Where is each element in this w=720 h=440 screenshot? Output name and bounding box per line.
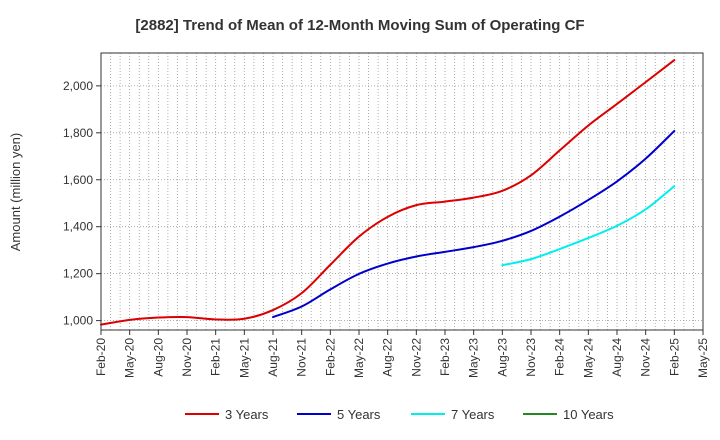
x-tick-label: Nov-20 bbox=[180, 338, 194, 377]
x-tick-label: Feb-22 bbox=[323, 338, 337, 376]
series-line-5-years bbox=[272, 129, 676, 319]
x-axis: Feb-20 May-20 Aug-20 Nov-20 Feb-21 May-21 Aug-… bbox=[94, 330, 710, 378]
x-tick-label: May-24 bbox=[581, 338, 595, 378]
x-tick-label: Nov-21 bbox=[295, 338, 309, 377]
legend-label-3-years: 3 Years bbox=[225, 407, 269, 422]
x-tick-label: Aug-23 bbox=[495, 338, 509, 377]
x-tick-label: Feb-21 bbox=[209, 338, 223, 376]
y-axis-label: Amount (million yen) bbox=[8, 133, 23, 252]
legend-label-7-years: 7 Years bbox=[451, 407, 495, 422]
x-tick-label: May-21 bbox=[237, 338, 251, 378]
x-tick-label: Nov-23 bbox=[524, 338, 538, 377]
series-line-7-years bbox=[501, 185, 676, 267]
y-axis: 1,000 1,200 1,400 1,600 1,800 2,000 bbox=[63, 79, 101, 328]
x-tick-label: Aug-20 bbox=[151, 338, 165, 377]
series-layer bbox=[100, 59, 676, 326]
legend: 3 Years 5 Years 7 Years 10 Years bbox=[185, 407, 614, 422]
x-tick-label: Feb-24 bbox=[553, 338, 567, 376]
y-tick-label: 1,800 bbox=[63, 126, 93, 140]
x-tick-label: May-23 bbox=[467, 338, 481, 378]
series-line-3-years bbox=[100, 59, 676, 326]
y-tick-label: 1,000 bbox=[63, 314, 93, 328]
x-tick-label: Nov-24 bbox=[639, 338, 653, 377]
y-tick-label: 1,600 bbox=[63, 173, 93, 187]
legend-label-10-years: 10 Years bbox=[563, 407, 614, 422]
y-tick-label: 2,000 bbox=[63, 79, 93, 93]
chart-title: [2882] Trend of Mean of 12-Month Moving … bbox=[135, 17, 584, 34]
x-tick-label: Feb-23 bbox=[438, 338, 452, 376]
x-tick-label: Nov-22 bbox=[409, 338, 423, 377]
x-tick-label: May-20 bbox=[123, 338, 137, 378]
y-tick-label: 1,400 bbox=[63, 220, 93, 234]
plot-area bbox=[101, 53, 703, 330]
legend-label-5-years: 5 Years bbox=[337, 407, 381, 422]
x-tick-label: Aug-24 bbox=[610, 338, 624, 377]
x-tick-label: Aug-22 bbox=[381, 338, 395, 377]
x-tick-label: Feb-20 bbox=[94, 338, 108, 376]
x-tick-label: Aug-21 bbox=[266, 338, 280, 377]
x-tick-label: May-25 bbox=[696, 338, 710, 378]
y-tick-label: 1,200 bbox=[63, 267, 93, 281]
x-tick-label: May-22 bbox=[352, 338, 366, 378]
x-tick-label: Feb-25 bbox=[667, 338, 681, 376]
plot-frame bbox=[100, 52, 704, 331]
